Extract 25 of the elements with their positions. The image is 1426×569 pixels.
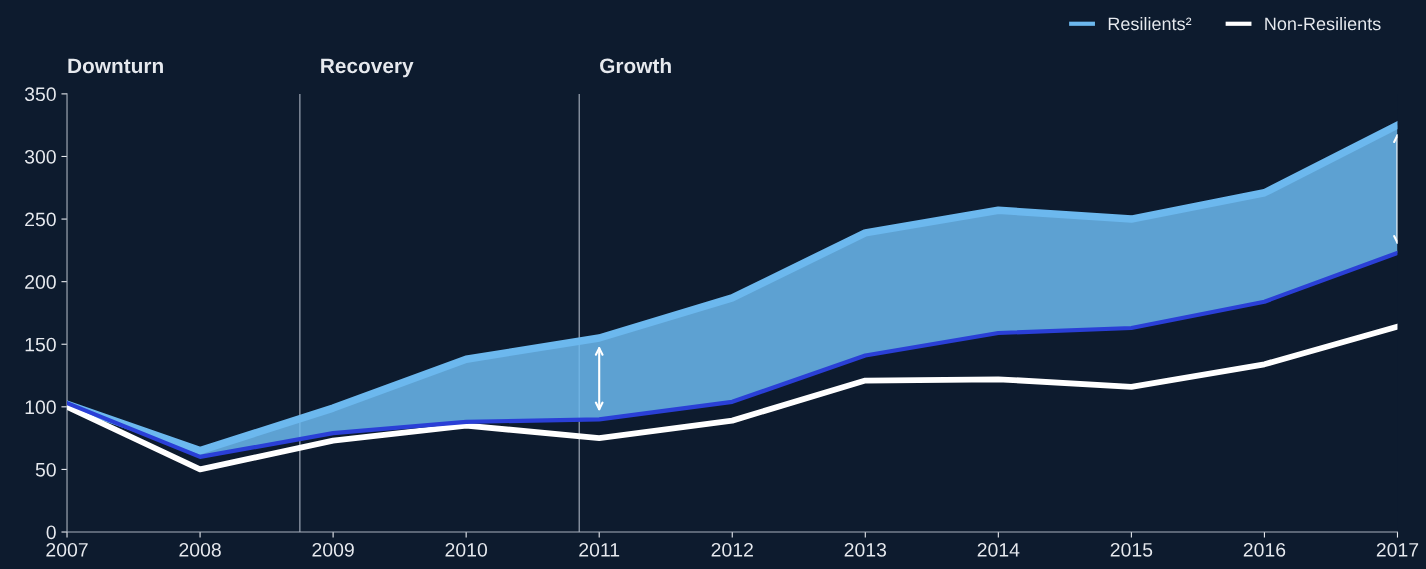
y-tick-label: 150 (25, 337, 56, 352)
text: Downturn (68, 58, 163, 74)
legend-label: Non-Resilients (1265, 16, 1381, 31)
y-tick-label: 100 (25, 400, 56, 415)
legend-label: Resilients² (1108, 16, 1192, 31)
x-tick-label: 2017 (1376, 542, 1419, 557)
x-tick-label: 2016 (1243, 542, 1286, 557)
y-tick-label: 200 (25, 275, 56, 289)
y-tick-label: 0 (46, 525, 56, 540)
x-tick-label: 2012 (711, 542, 753, 557)
y-tick-label: 50 (35, 462, 56, 477)
x-tick-label: 2013 (844, 542, 887, 557)
line-series (67, 250, 1398, 459)
x-tick-label: 2009 (312, 542, 354, 557)
y-tick-label: 250 (25, 212, 56, 227)
x-tick-label: 2007 (46, 542, 88, 557)
y-tick-label: 300 (24, 149, 56, 164)
x-tick-label: 2008 (179, 542, 221, 557)
x-tick-label: 2015 (1110, 542, 1153, 557)
x-tick-label: 2014 (977, 542, 1020, 557)
y-tick-label: 350 (24, 87, 56, 102)
ref-line-label: Recovery (321, 58, 414, 78)
ref-line-label: Growth (600, 57, 671, 74)
x-tick-label: 2010 (445, 542, 488, 557)
x-tick-label: 2011 (579, 542, 620, 557)
